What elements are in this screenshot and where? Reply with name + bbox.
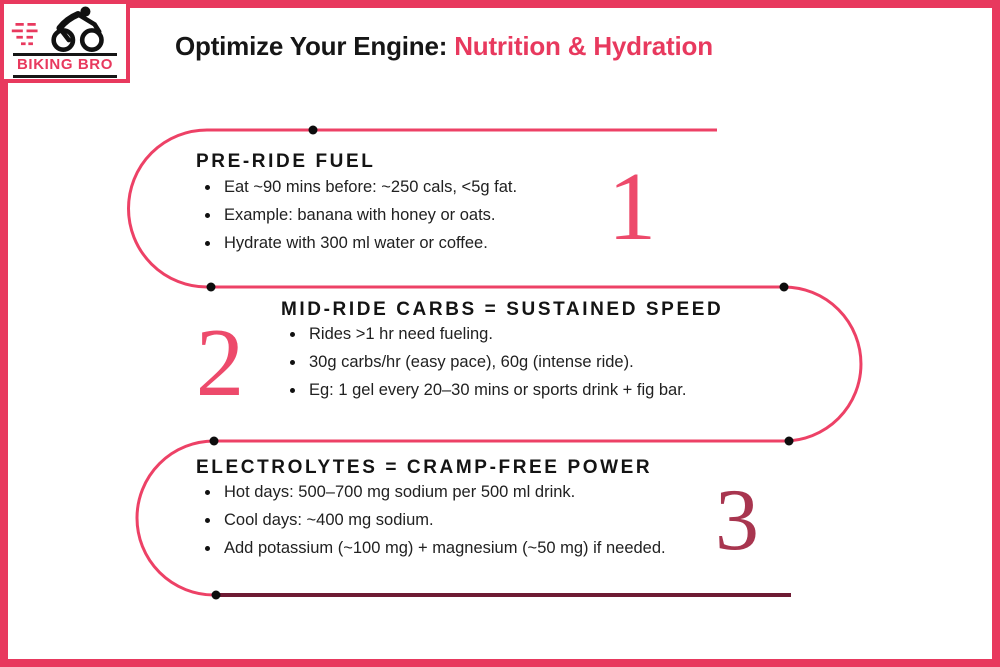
logo-divider-top [13, 53, 117, 56]
cyclist-icon [11, 6, 104, 52]
bullet-item: Hydrate with 300 ml water or coffee. [203, 234, 517, 253]
bullet-item: Cool days: ~400 mg sodium. [203, 511, 666, 530]
path-dot [211, 590, 221, 600]
bullet-item: Rides >1 hr need fueling. [288, 325, 686, 344]
title-accent: Nutrition & Hydration [454, 31, 713, 61]
bullet-item: 30g carbs/hr (easy pace), 60g (intense r… [288, 353, 686, 372]
brand-logo: BIKING BRO [0, 0, 130, 83]
step-number-1: 1 [607, 153, 657, 260]
speed-lines-icon [11, 23, 38, 46]
step-number-2: 2 [195, 309, 245, 416]
flow-path-line [127, 128, 863, 597]
bullet-item: Add potassium (~100 mg) + magnesium (~50… [203, 539, 666, 558]
section-2-bullets: Rides >1 hr need fueling. 30g carbs/hr (… [288, 325, 686, 409]
logo-divider-bottom [13, 75, 117, 78]
section-3-heading: ELECTROLYTES = CRAMP-FREE POWER [196, 457, 653, 478]
section-2-heading: MID-RIDE CARBS = SUSTAINED SPEED [281, 299, 724, 320]
brand-name: BIKING BRO [17, 56, 113, 73]
bullet-item: Example: banana with honey or oats. [203, 206, 517, 225]
page-title: Optimize Your Engine: Nutrition & Hydrati… [175, 31, 713, 62]
bullet-item: Eg: 1 gel every 20–30 mins or sports dri… [288, 381, 686, 400]
path-dot [206, 282, 216, 292]
bullet-item: Eat ~90 mins before: ~250 cals, <5g fat. [203, 178, 517, 197]
step-number-3: 3 [715, 472, 759, 569]
section-1-heading: PRE-RIDE FUEL [196, 151, 376, 172]
path-dot [308, 125, 318, 135]
flow-path-dots [206, 125, 794, 600]
path-dot [779, 282, 789, 292]
path-dot [784, 436, 794, 446]
bullet-item: Hot days: 500–700 mg sodium per 500 ml d… [203, 483, 666, 502]
section-1-bullets: Eat ~90 mins before: ~250 cals, <5g fat.… [203, 178, 517, 262]
path-dot [209, 436, 219, 446]
title-prefix: Optimize Your Engine: [175, 31, 448, 61]
section-3-bullets: Hot days: 500–700 mg sodium per 500 ml d… [203, 483, 666, 567]
